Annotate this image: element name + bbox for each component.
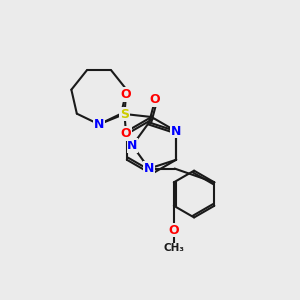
Text: O: O bbox=[121, 88, 131, 101]
Text: S: S bbox=[120, 107, 129, 121]
Text: N: N bbox=[171, 125, 181, 138]
Text: CH₃: CH₃ bbox=[163, 243, 184, 254]
Text: N: N bbox=[127, 139, 137, 152]
Text: O: O bbox=[150, 93, 160, 106]
Text: O: O bbox=[169, 224, 179, 237]
Text: N: N bbox=[94, 118, 104, 131]
Text: N: N bbox=[144, 162, 154, 175]
Text: O: O bbox=[121, 127, 131, 140]
